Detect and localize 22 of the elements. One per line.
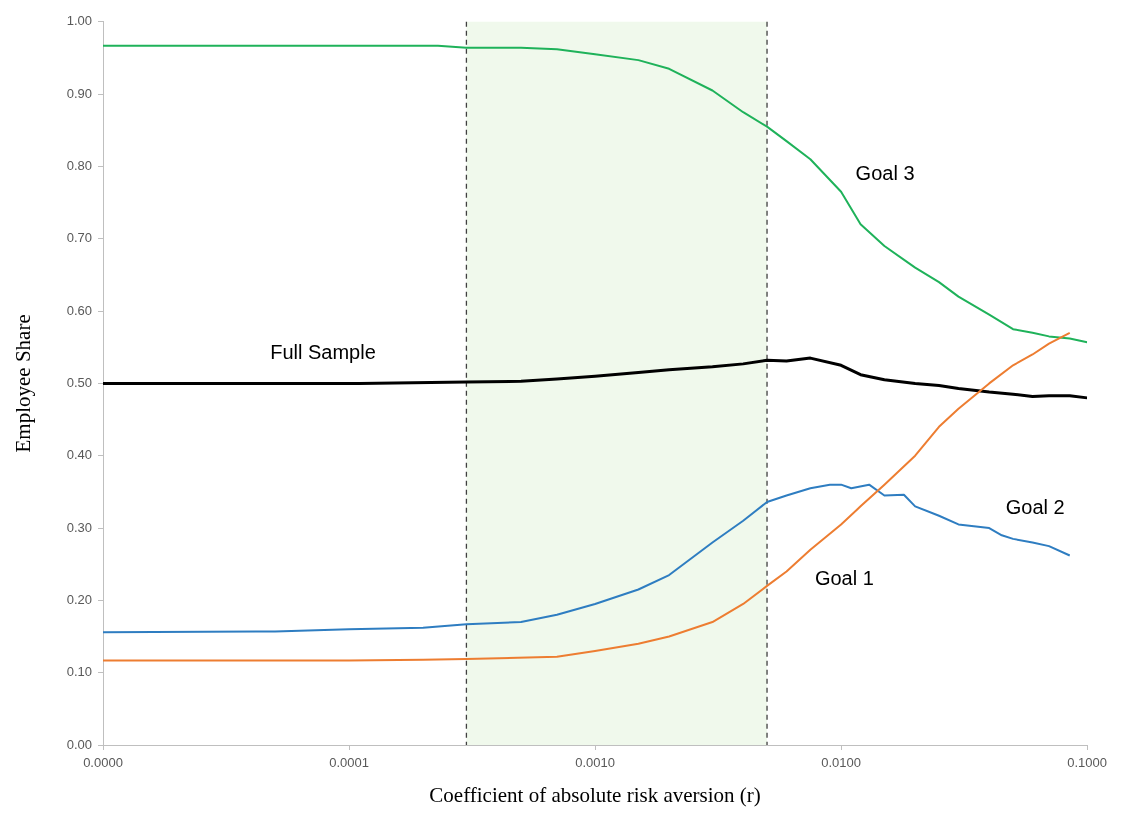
- series-label: Full Sample: [270, 340, 376, 363]
- y-tick-label: 0.20: [66, 591, 92, 607]
- x-tick-label: 0.1000: [1067, 755, 1107, 771]
- y-tick-label: 0.10: [66, 664, 92, 680]
- x-axis-title: Coefficient of absolute risk aversion (r): [429, 782, 761, 807]
- y-tick-label: 0.00: [66, 736, 92, 752]
- x-tick-label: 0.0010: [575, 755, 615, 771]
- x-tick-label: 0.0001: [329, 755, 369, 771]
- series-label: Goal 1: [814, 567, 874, 590]
- series-label: Goal 3: [855, 162, 915, 185]
- y-tick-label: 0.90: [66, 85, 92, 101]
- y-tick-label: 0.80: [66, 158, 92, 174]
- y-tick-label: 0.40: [66, 447, 92, 463]
- y-tick-label: 0.30: [66, 519, 92, 535]
- series-label: Goal 2: [1005, 495, 1065, 518]
- y-tick-label: 0.70: [66, 230, 92, 246]
- x-tick-label: 0.0100: [821, 755, 861, 771]
- y-tick-label: 0.50: [66, 374, 92, 390]
- y-axis-title: Employee Share: [11, 314, 36, 453]
- x-tick-label: 0.0000: [83, 755, 123, 771]
- y-tick-label: 0.60: [66, 302, 92, 318]
- y-tick-label: 1.00: [66, 13, 92, 29]
